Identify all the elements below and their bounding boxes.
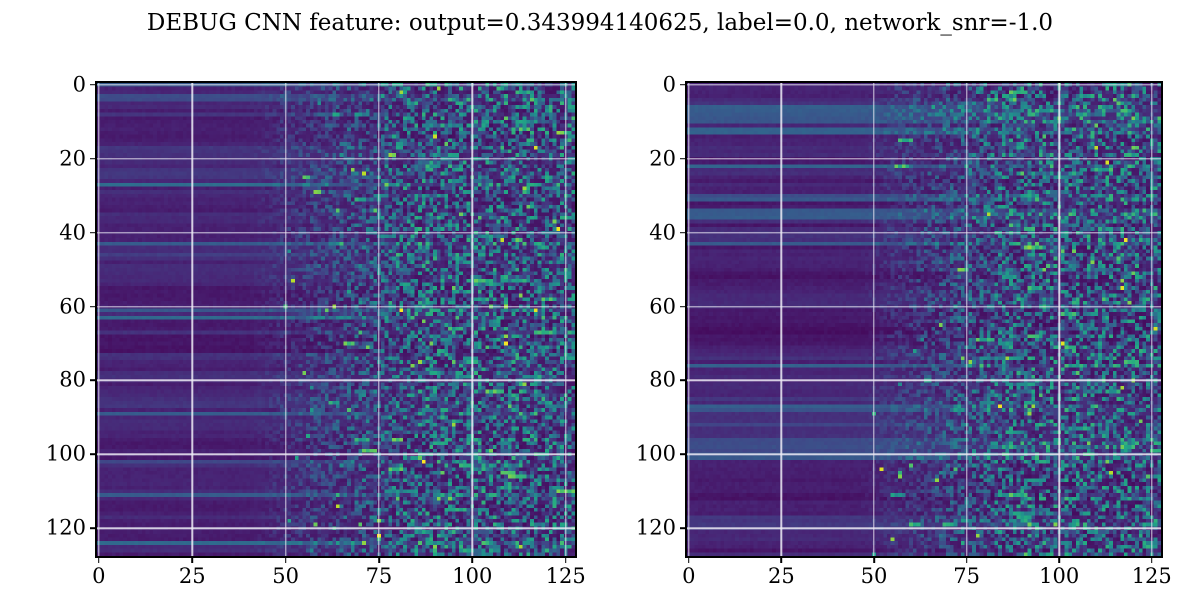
x-tick-mark bbox=[191, 556, 194, 563]
figure-title: DEBUG CNN feature: output=0.343994140625… bbox=[146, 10, 1054, 36]
x-tick-label: 50 bbox=[860, 564, 888, 588]
x-tick-mark bbox=[688, 556, 690, 563]
y-tick-mark bbox=[90, 305, 97, 308]
x-tick-mark bbox=[471, 556, 474, 563]
y-tick-label: 40 bbox=[59, 220, 86, 245]
x-tick-mark bbox=[1150, 556, 1153, 563]
y-tick-label: 100 bbox=[45, 441, 86, 466]
x-tick-mark bbox=[965, 556, 968, 563]
x-tick-mark bbox=[564, 556, 567, 563]
x-tick-mark bbox=[873, 556, 875, 563]
x-tick-mark bbox=[284, 556, 287, 563]
heatmap-canvas-left bbox=[97, 83, 575, 556]
y-tick-label: 100 bbox=[635, 441, 676, 466]
x-tick-label: 100 bbox=[452, 564, 493, 588]
x-tick-label: 125 bbox=[545, 564, 586, 588]
x-tick-label: 125 bbox=[1131, 564, 1172, 588]
y-tick-mark bbox=[680, 305, 687, 308]
heatmap-canvas-right bbox=[687, 83, 1161, 556]
y-tick-label: 80 bbox=[59, 367, 86, 392]
x-tick-label: 75 bbox=[953, 564, 980, 588]
x-tick-label: 100 bbox=[1039, 564, 1080, 588]
x-tick-mark bbox=[378, 556, 380, 563]
y-tick-label: 120 bbox=[635, 515, 676, 540]
y-tick-label: 20 bbox=[59, 146, 86, 171]
y-tick-mark bbox=[680, 379, 687, 382]
y-tick-mark bbox=[90, 84, 97, 86]
y-tick-label: 0 bbox=[662, 72, 676, 97]
y-tick-mark bbox=[680, 157, 687, 160]
y-tick-mark bbox=[680, 527, 687, 530]
x-tick-label: 0 bbox=[682, 564, 696, 588]
x-tick-label: 25 bbox=[178, 564, 206, 588]
x-tick-mark bbox=[780, 556, 783, 563]
y-tick-mark bbox=[90, 453, 97, 456]
x-tick-label: 0 bbox=[92, 564, 106, 588]
x-tick-mark bbox=[98, 556, 100, 563]
y-tick-mark bbox=[90, 527, 97, 530]
y-tick-label: 0 bbox=[72, 72, 86, 97]
y-tick-mark bbox=[90, 231, 97, 234]
y-tick-label: 120 bbox=[45, 515, 86, 540]
x-tick-label: 75 bbox=[365, 564, 393, 588]
y-tick-mark bbox=[90, 379, 97, 382]
y-tick-label: 20 bbox=[649, 146, 676, 171]
heatmap-panel-left: 0 25 50 75 100 125 0 20 40 60 80 100 120 bbox=[46, 74, 586, 587]
y-tick-mark bbox=[680, 453, 687, 456]
y-tick-mark bbox=[680, 84, 687, 86]
x-tick-label: 25 bbox=[768, 564, 795, 588]
y-tick-label: 80 bbox=[649, 367, 676, 392]
heatmap-panel-right: 0 25 50 75 100 125 0 20 40 60 80 100 120 bbox=[636, 74, 1172, 587]
y-tick-mark bbox=[90, 157, 97, 160]
y-tick-mark bbox=[680, 231, 687, 234]
y-tick-label: 60 bbox=[59, 294, 86, 319]
y-tick-label: 60 bbox=[649, 294, 676, 319]
y-tick-label: 40 bbox=[649, 220, 676, 245]
x-tick-mark bbox=[1058, 556, 1060, 563]
x-tick-label: 50 bbox=[272, 564, 299, 588]
